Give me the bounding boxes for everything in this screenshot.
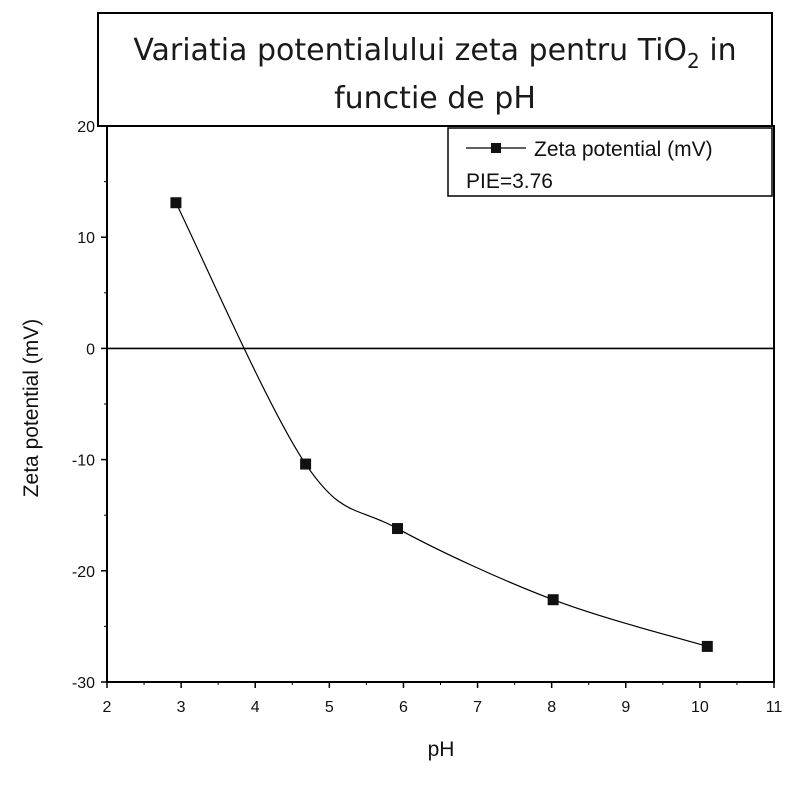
legend-annotation-pie: PIE=3.76 bbox=[466, 170, 553, 193]
legend-entry-label: Zeta potential (mV) bbox=[534, 138, 713, 161]
chart-title-line1: Variatia potentialului zeta pentru TiO2 … bbox=[133, 33, 736, 73]
chart-title-line2: functie de pH bbox=[334, 81, 536, 116]
x-tick-label: 8 bbox=[547, 699, 556, 716]
x-tick-label: 3 bbox=[177, 699, 186, 716]
x-tick-label: 4 bbox=[251, 699, 260, 716]
data-point-marker bbox=[170, 197, 182, 209]
x-tick-label: 7 bbox=[473, 699, 482, 716]
data-point-marker bbox=[701, 640, 713, 652]
plot-area-frame bbox=[106, 125, 775, 683]
title-box bbox=[97, 12, 773, 127]
data-point-marker bbox=[547, 594, 559, 606]
y-tick-label: -20 bbox=[72, 564, 95, 581]
legend-marker-sample bbox=[491, 143, 501, 153]
x-tick-label: 6 bbox=[399, 699, 408, 716]
x-tick-label: 10 bbox=[691, 699, 709, 716]
y-tick-label: 10 bbox=[77, 230, 95, 247]
y-tick-label: -10 bbox=[72, 453, 95, 470]
legend-box bbox=[447, 127, 773, 197]
data-point-marker bbox=[392, 523, 404, 535]
x-tick-label: 11 bbox=[766, 699, 783, 716]
series-line-zeta-potential bbox=[175, 202, 708, 647]
x-tick-label: 2 bbox=[103, 699, 112, 716]
y-tick-label: 0 bbox=[86, 341, 95, 358]
y-tick-label: -30 bbox=[72, 675, 95, 692]
x-axis-label: pH bbox=[428, 738, 455, 761]
data-point-marker bbox=[300, 458, 312, 470]
x-tick-label: 5 bbox=[325, 699, 334, 716]
y-tick-label: 20 bbox=[77, 119, 95, 136]
y-axis-label: Zeta potential (mV) bbox=[20, 319, 43, 498]
x-tick-label: 9 bbox=[621, 699, 630, 716]
